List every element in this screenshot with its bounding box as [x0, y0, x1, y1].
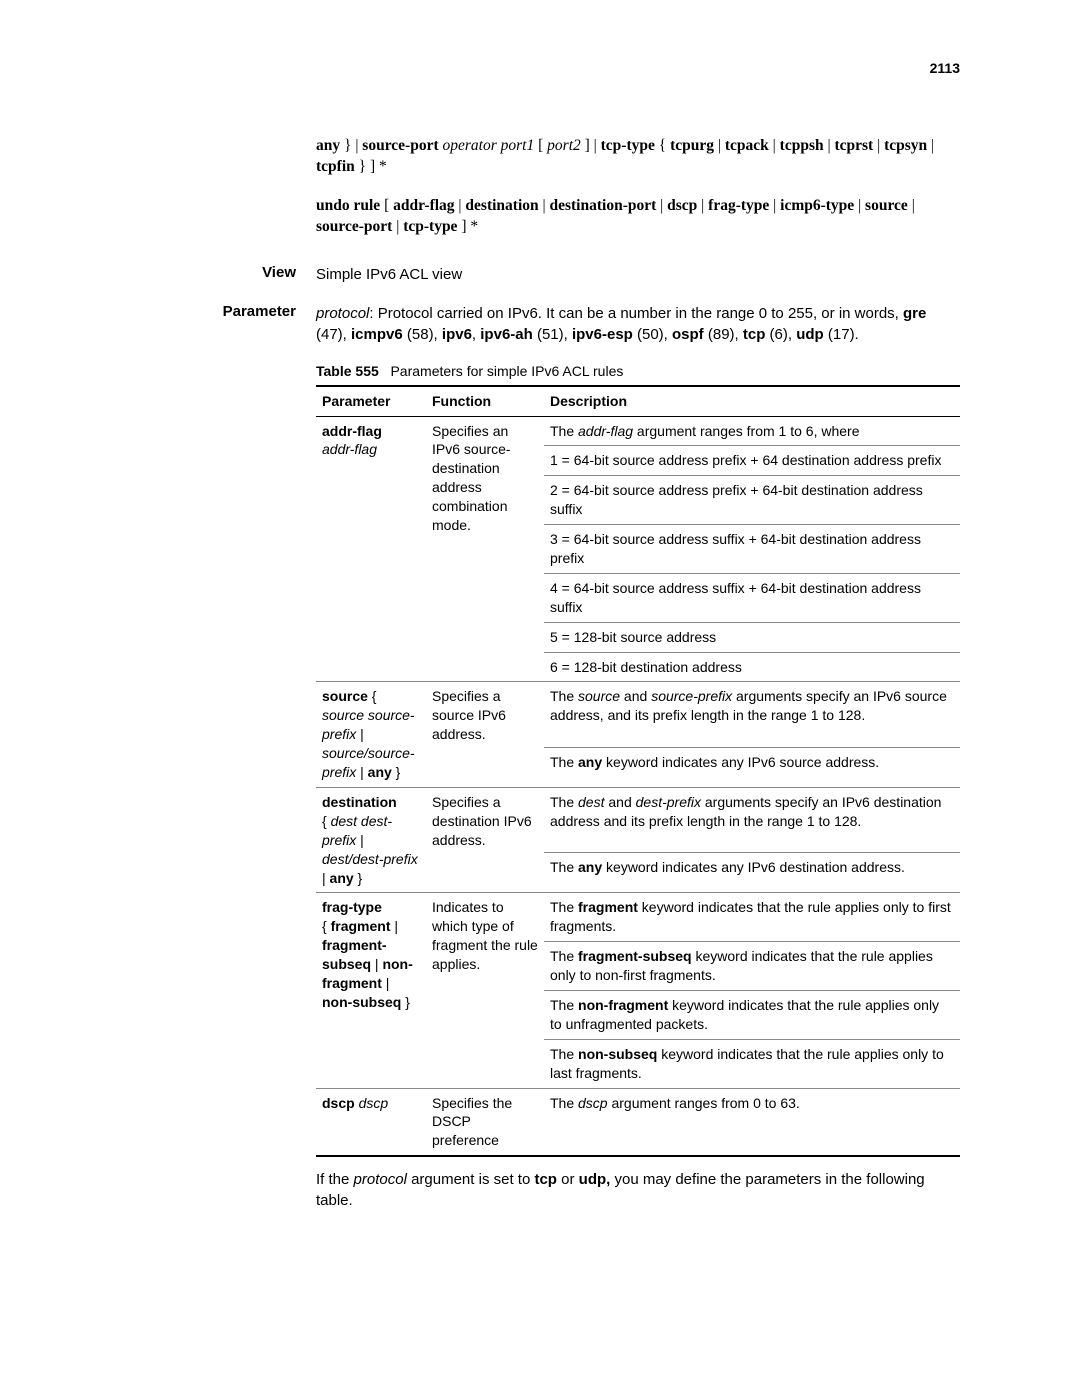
th-description: Description	[544, 386, 960, 416]
table-cell-function: Indicates to which type of fragment the …	[426, 893, 544, 1088]
table-cell-description: The any keyword indicates any IPv6 sourc…	[544, 747, 960, 787]
table-cell-function: Specifies an IPv6 source-destination add…	[426, 416, 544, 682]
table-caption-text: Parameters for simple IPv6 ACL rules	[390, 363, 623, 379]
table-cell-function: Specifies a source IPv6 address.	[426, 682, 544, 787]
table-cell-parameter: addr-flagaddr-flag	[316, 416, 426, 682]
syntax-line-2: undo rule [ addr-flag | destination | de…	[316, 196, 960, 238]
table-cell-description: 3 = 64-bit source address suffix + 64-bi…	[544, 525, 960, 574]
table-cell-description: The fragment-subseq keyword indicates th…	[544, 942, 960, 991]
table-cell-description: 5 = 128-bit source address	[544, 622, 960, 652]
table-cell-description: The source and source-prefix arguments s…	[544, 682, 960, 747]
page-number: 2113	[120, 60, 960, 76]
table-cell-description: 1 = 64-bit source address prefix + 64 de…	[544, 446, 960, 476]
table-cell-description: The dest and dest-prefix arguments speci…	[544, 787, 960, 852]
table-cell-description: 2 = 64-bit source address prefix + 64-bi…	[544, 476, 960, 525]
table-caption: Table 555 Parameters for simple IPv6 ACL…	[316, 363, 960, 379]
table-cell-description: 4 = 64-bit source address suffix + 64-bi…	[544, 573, 960, 622]
view-text: Simple IPv6 ACL view	[316, 264, 960, 285]
table-cell-description: The non-subseq keyword indicates that th…	[544, 1039, 960, 1088]
table-cell-function: Specifies the DSCP preference	[426, 1088, 544, 1156]
table-cell-parameter: source { source source-prefix | source/s…	[316, 682, 426, 787]
table-cell-parameter: destination{ dest dest-prefix | dest/des…	[316, 787, 426, 892]
table-cell-description: The dscp argument ranges from 0 to 63.	[544, 1088, 960, 1156]
syntax-line-1: any } | source-port operator port1 [ por…	[316, 136, 960, 178]
table-cell-function: Specifies a destination IPv6 address.	[426, 787, 544, 892]
parameter-label: Parameter	[120, 303, 316, 345]
parameter-intro: protocol: Protocol carried on IPv6. It c…	[316, 303, 960, 345]
table-cell-description: The fragment keyword indicates that the …	[544, 893, 960, 942]
table-cell-description: 6 = 128-bit destination address	[544, 652, 960, 682]
after-table-text: If the protocol argument is set to tcp o…	[316, 1169, 960, 1211]
th-parameter: Parameter	[316, 386, 426, 416]
table-cell-description: The non-fragment keyword indicates that …	[544, 990, 960, 1039]
parameters-table: Parameter Function Description addr-flag…	[316, 385, 960, 1158]
table-caption-label: Table 555	[316, 363, 379, 379]
table-cell-description: The any keyword indicates any IPv6 desti…	[544, 853, 960, 893]
view-label: View	[120, 264, 316, 285]
table-cell-description: The addr-flag argument ranges from 1 to …	[544, 416, 960, 446]
th-function: Function	[426, 386, 544, 416]
table-cell-parameter: dscp dscp	[316, 1088, 426, 1156]
table-cell-parameter: frag-type{ fragment | fragment-subseq | …	[316, 893, 426, 1088]
